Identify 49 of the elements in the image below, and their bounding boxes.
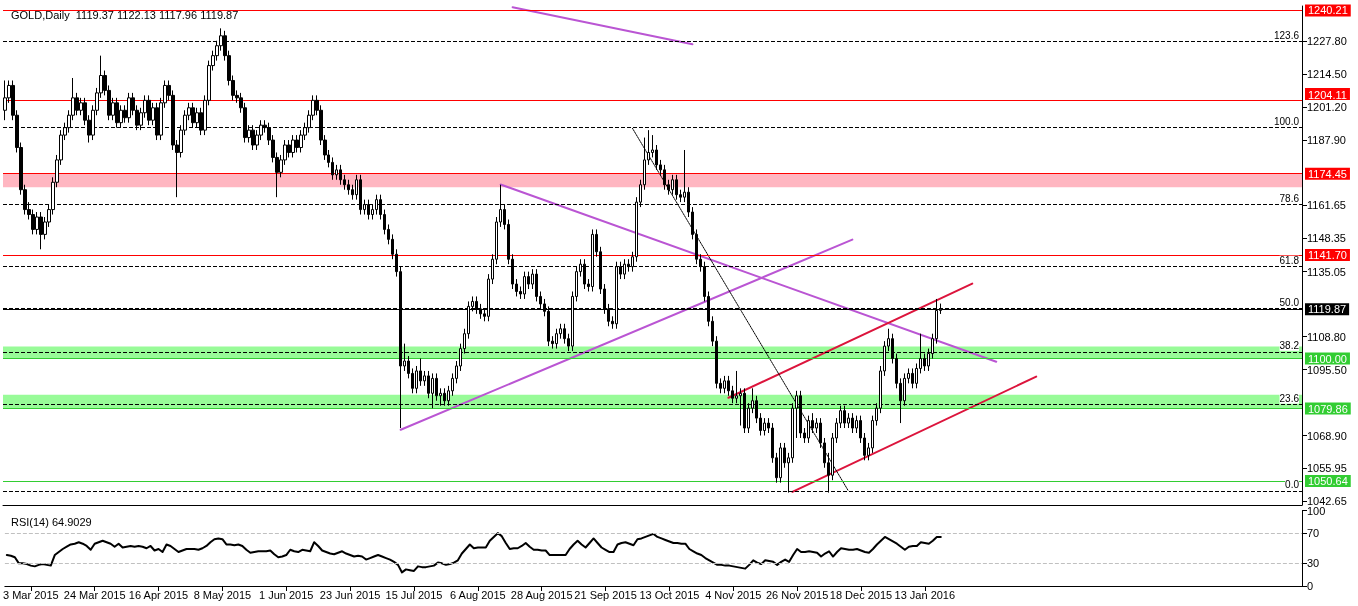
y-tick-label: 1095.50 — [1307, 363, 1347, 376]
x-tick-label: 4 Nov 2015 — [705, 588, 762, 601]
chart-title: GOLD,Daily 1119.37 1122.13 1117.96 1119.87 — [11, 8, 239, 21]
annotation: 78.6 — [1279, 193, 1300, 205]
y-tick-label: 100 — [1307, 504, 1326, 517]
annotation: 100.0 — [1273, 115, 1300, 127]
ref-line-label: 1141.70 — [1308, 249, 1347, 261]
x-tick-label: 26 Nov 2015 — [765, 588, 829, 601]
y-tick-label: 1227.80 — [1307, 35, 1347, 48]
ref-line-label: 1100.00 — [1308, 352, 1347, 365]
y-tick-label: 1042.65 — [1307, 494, 1347, 507]
annotation: 23.6 — [1279, 393, 1300, 405]
annotation: 50.0 — [1279, 297, 1300, 309]
annotation: 0.0 — [1285, 479, 1300, 491]
x-tick-label: 24 Mar 2015 — [63, 588, 126, 601]
y-tick-label: 1108.80 — [1307, 330, 1346, 343]
annotation: 123.6 — [1273, 29, 1300, 41]
ref-line-label: 1204.11 — [1308, 88, 1347, 101]
annotation: 61.8 — [1279, 255, 1300, 267]
y-tick-label: 1068.90 — [1307, 429, 1347, 442]
x-tick-label: 13 Oct 2015 — [639, 588, 700, 601]
y-tick-label: 1161.65 — [1307, 199, 1346, 212]
y-tick-label: 1214.50 — [1307, 68, 1347, 81]
x-tick-label: 21 Sep 2015 — [574, 588, 637, 601]
ref-line-label: 1174.45 — [1308, 167, 1347, 180]
x-tick-label: 3 Mar 2015 — [2, 588, 59, 601]
y-tick-label: 70 — [1307, 527, 1320, 540]
x-tick-label: 8 May 2015 — [193, 588, 252, 601]
x-tick-label: 23 Jun 2015 — [319, 588, 381, 601]
y-tick-label: 0 — [1307, 580, 1314, 592]
chart-title: RSI(14) 64.9029 — [11, 515, 92, 528]
y-tick-label: 1201.20 — [1307, 101, 1347, 114]
y-tick-label: 1148.35 — [1307, 232, 1346, 245]
annotation: 38.2 — [1279, 340, 1300, 352]
x-tick-label: 6 Aug 2015 — [449, 588, 506, 601]
y-tick-label: 30 — [1307, 557, 1320, 570]
x-tick-label: 15 Jul 2015 — [385, 588, 443, 601]
y-tick-label: 1055.95 — [1307, 461, 1347, 474]
x-tick-label: 1 Jun 2015 — [259, 588, 314, 601]
ref-line-label: 1240.21 — [1308, 4, 1348, 17]
x-tick-label: 13 Jan 2016 — [894, 588, 956, 601]
y-tick-label: 1187.90 — [1307, 134, 1346, 147]
y-tick-label: 1135.05 — [1307, 265, 1346, 278]
x-tick-label: 28 Aug 2015 — [510, 588, 573, 601]
x-tick-label: 18 Dec 2015 — [829, 588, 893, 601]
ref-line-label: 1119.87 — [1308, 303, 1347, 316]
x-tick-label: 16 Apr 2015 — [128, 588, 189, 601]
ref-line-label: 1050.64 — [1308, 475, 1348, 488]
ref-line-label: 1079.86 — [1308, 402, 1348, 415]
